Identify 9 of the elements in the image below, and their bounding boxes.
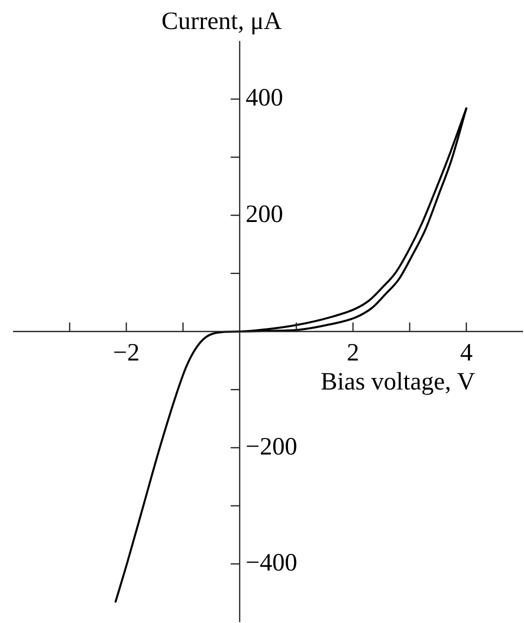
y-tick-label: 200 [246,200,284,228]
y-axis-title: Current, μA [162,8,282,35]
x-tick-label: −2 [113,340,140,366]
y-tick-label: 400 [246,84,284,112]
x-tick-label: 2 [346,340,360,366]
y-tick-label: −200 [246,433,298,460]
x-tick-label: 4 [460,340,474,366]
x-axis-title: Bias voltage, V [320,368,475,396]
y-tick-label: −400 [246,549,298,576]
